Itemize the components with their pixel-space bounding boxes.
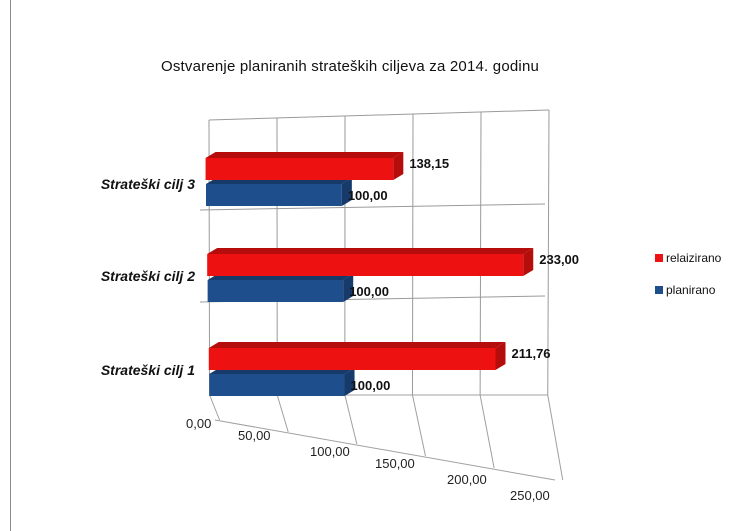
category-label-2: Strateški cilj 2 [100,268,195,284]
grid-line-5 [547,109,550,396]
bar-realized-0-face [205,158,394,180]
legend-item-planned: planirano [655,280,721,300]
legend-label-realized: relaizirano [666,251,722,265]
category-label-3: Strateški cilj 3 [100,176,195,192]
legend: relaizirano planirano [655,248,721,312]
bar-planned-1-face [207,280,344,302]
data-label-realized-0: 138,15 [409,156,449,171]
x-tick-label-0: 0,00 [186,416,211,431]
bar-realized-2-top [208,342,506,348]
tick-layer: 0,00 50,00 100,00 150,00 200,00 250,00 [186,416,550,503]
x-tick-label-2: 100,00 [310,444,350,459]
x-tick-label-4: 200,00 [447,472,487,487]
separator-0 [199,203,546,211]
bar-realized-2-face [208,348,496,370]
x-tick-label-3: 150,00 [375,456,415,471]
floor-line-5 [547,394,564,481]
category-label-1: Strateški cilj 1 [100,362,195,378]
floor-line-2 [344,394,358,445]
floor-line-1 [276,394,289,433]
bar-realized-1-top [207,248,534,254]
bar-planned-0-end [341,178,352,206]
bar-planned-2-end [344,368,355,396]
label-layer: 138,15 100,00 233,00 100,00 211,76 100,00 [348,156,579,393]
data-label-planned-0: 100,00 [348,188,388,203]
chart-title: Ostvarenje planiranih strateških ciljeva… [160,58,540,75]
data-label-realized-1: 233,00 [539,252,579,267]
floor-line-3 [411,394,426,457]
bar-realized-2-end [495,342,506,370]
floor-front-edge [214,419,556,481]
left-border [10,0,11,531]
data-label-planned-1: 100,00 [349,284,389,299]
x-tick-label-1: 50,00 [238,428,271,443]
bar-realized-0-end [393,152,404,180]
bar-realized-1-face [207,254,524,276]
x-tick-label-5: 250,00 [510,488,550,503]
floor-line-4 [479,394,495,469]
bar-layer [205,152,534,396]
bar-planned-0-face [206,184,342,206]
legend-label-planned: planirano [666,283,716,297]
floor-line-0 [209,394,221,421]
legend-swatch-planned [655,286,663,294]
bar-realized-1-end [523,248,534,276]
data-label-planned-2: 100,00 [351,378,391,393]
wall-top-edge [208,109,550,121]
bar-planned-2-face [209,374,345,396]
bar-realized-0-top [205,152,404,158]
legend-item-realized: relaizirano [655,248,721,268]
data-label-realized-2: 211,76 [511,346,550,361]
bar-planned-1-end [343,274,354,302]
legend-swatch-realized [655,254,663,262]
